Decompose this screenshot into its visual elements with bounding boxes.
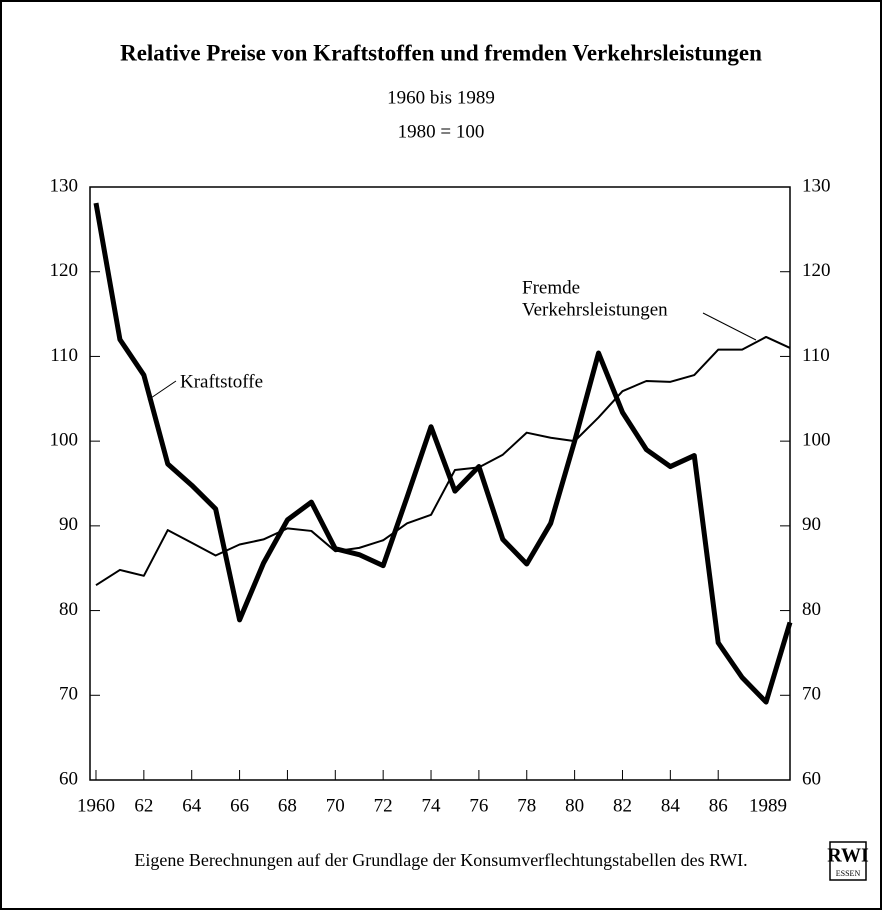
y-tick-label: 100: [50, 430, 79, 451]
leader-line: [147, 380, 177, 401]
subtitle: 1980 = 100: [398, 121, 485, 142]
y2-tick-label: 80: [802, 599, 821, 620]
series-line: [95, 335, 791, 587]
leader-line: [702, 312, 757, 341]
chart-title: Relative Preise von Kraftstoffen und fre…: [120, 40, 762, 65]
x-tick-label: 80: [565, 795, 584, 816]
y2-tick-label: 60: [802, 768, 821, 789]
y-tick-label: 70: [59, 684, 78, 705]
annotation: Verkehrsleistungen: [522, 299, 668, 320]
plot-frame: [89, 186, 791, 781]
x-tick-label: 68: [278, 795, 297, 816]
logo: ESSEN: [836, 869, 861, 878]
subtitle: 1960 bis 1989: [387, 87, 495, 108]
x-tick-label: 70: [326, 795, 345, 816]
x-tick-label: 78: [517, 795, 536, 816]
x-tick-label: 84: [661, 795, 681, 816]
x-tick-label: 86: [709, 795, 728, 816]
y2-tick-label: 120: [802, 260, 831, 281]
y-tick-label: 90: [59, 514, 78, 535]
y2-tick-label: 130: [802, 175, 831, 196]
x-tick-label: 82: [613, 795, 632, 816]
x-tick-label: 76: [469, 795, 488, 816]
annotation: Kraftstoffe: [180, 371, 263, 392]
y-tick-label: 60: [59, 768, 78, 789]
x-tick-label: 1989: [749, 795, 787, 816]
x-tick-label: 64: [182, 795, 202, 816]
x-tick-label: 62: [134, 795, 153, 816]
annotation: Fremde: [522, 277, 580, 298]
y2-tick-label: 70: [802, 684, 821, 705]
x-tick-label: 66: [230, 795, 249, 816]
x-tick-label: 1960: [77, 795, 115, 816]
source: Eigene Berechnungen auf der Grundlage de…: [134, 850, 747, 870]
logo-box: [829, 841, 867, 881]
x-tick-label: 74: [422, 795, 442, 816]
y-tick-label: 110: [50, 345, 78, 366]
y-tick-label: 80: [59, 599, 78, 620]
logo: RWI: [827, 845, 869, 867]
x-tick-label: 72: [374, 795, 393, 816]
series-line: [93, 202, 793, 705]
y2-tick-label: 100: [802, 430, 831, 451]
y-tick-label: 120: [50, 260, 79, 281]
y-tick-label: 130: [50, 175, 79, 196]
y2-tick-label: 110: [802, 345, 830, 366]
y2-tick-label: 90: [802, 514, 821, 535]
